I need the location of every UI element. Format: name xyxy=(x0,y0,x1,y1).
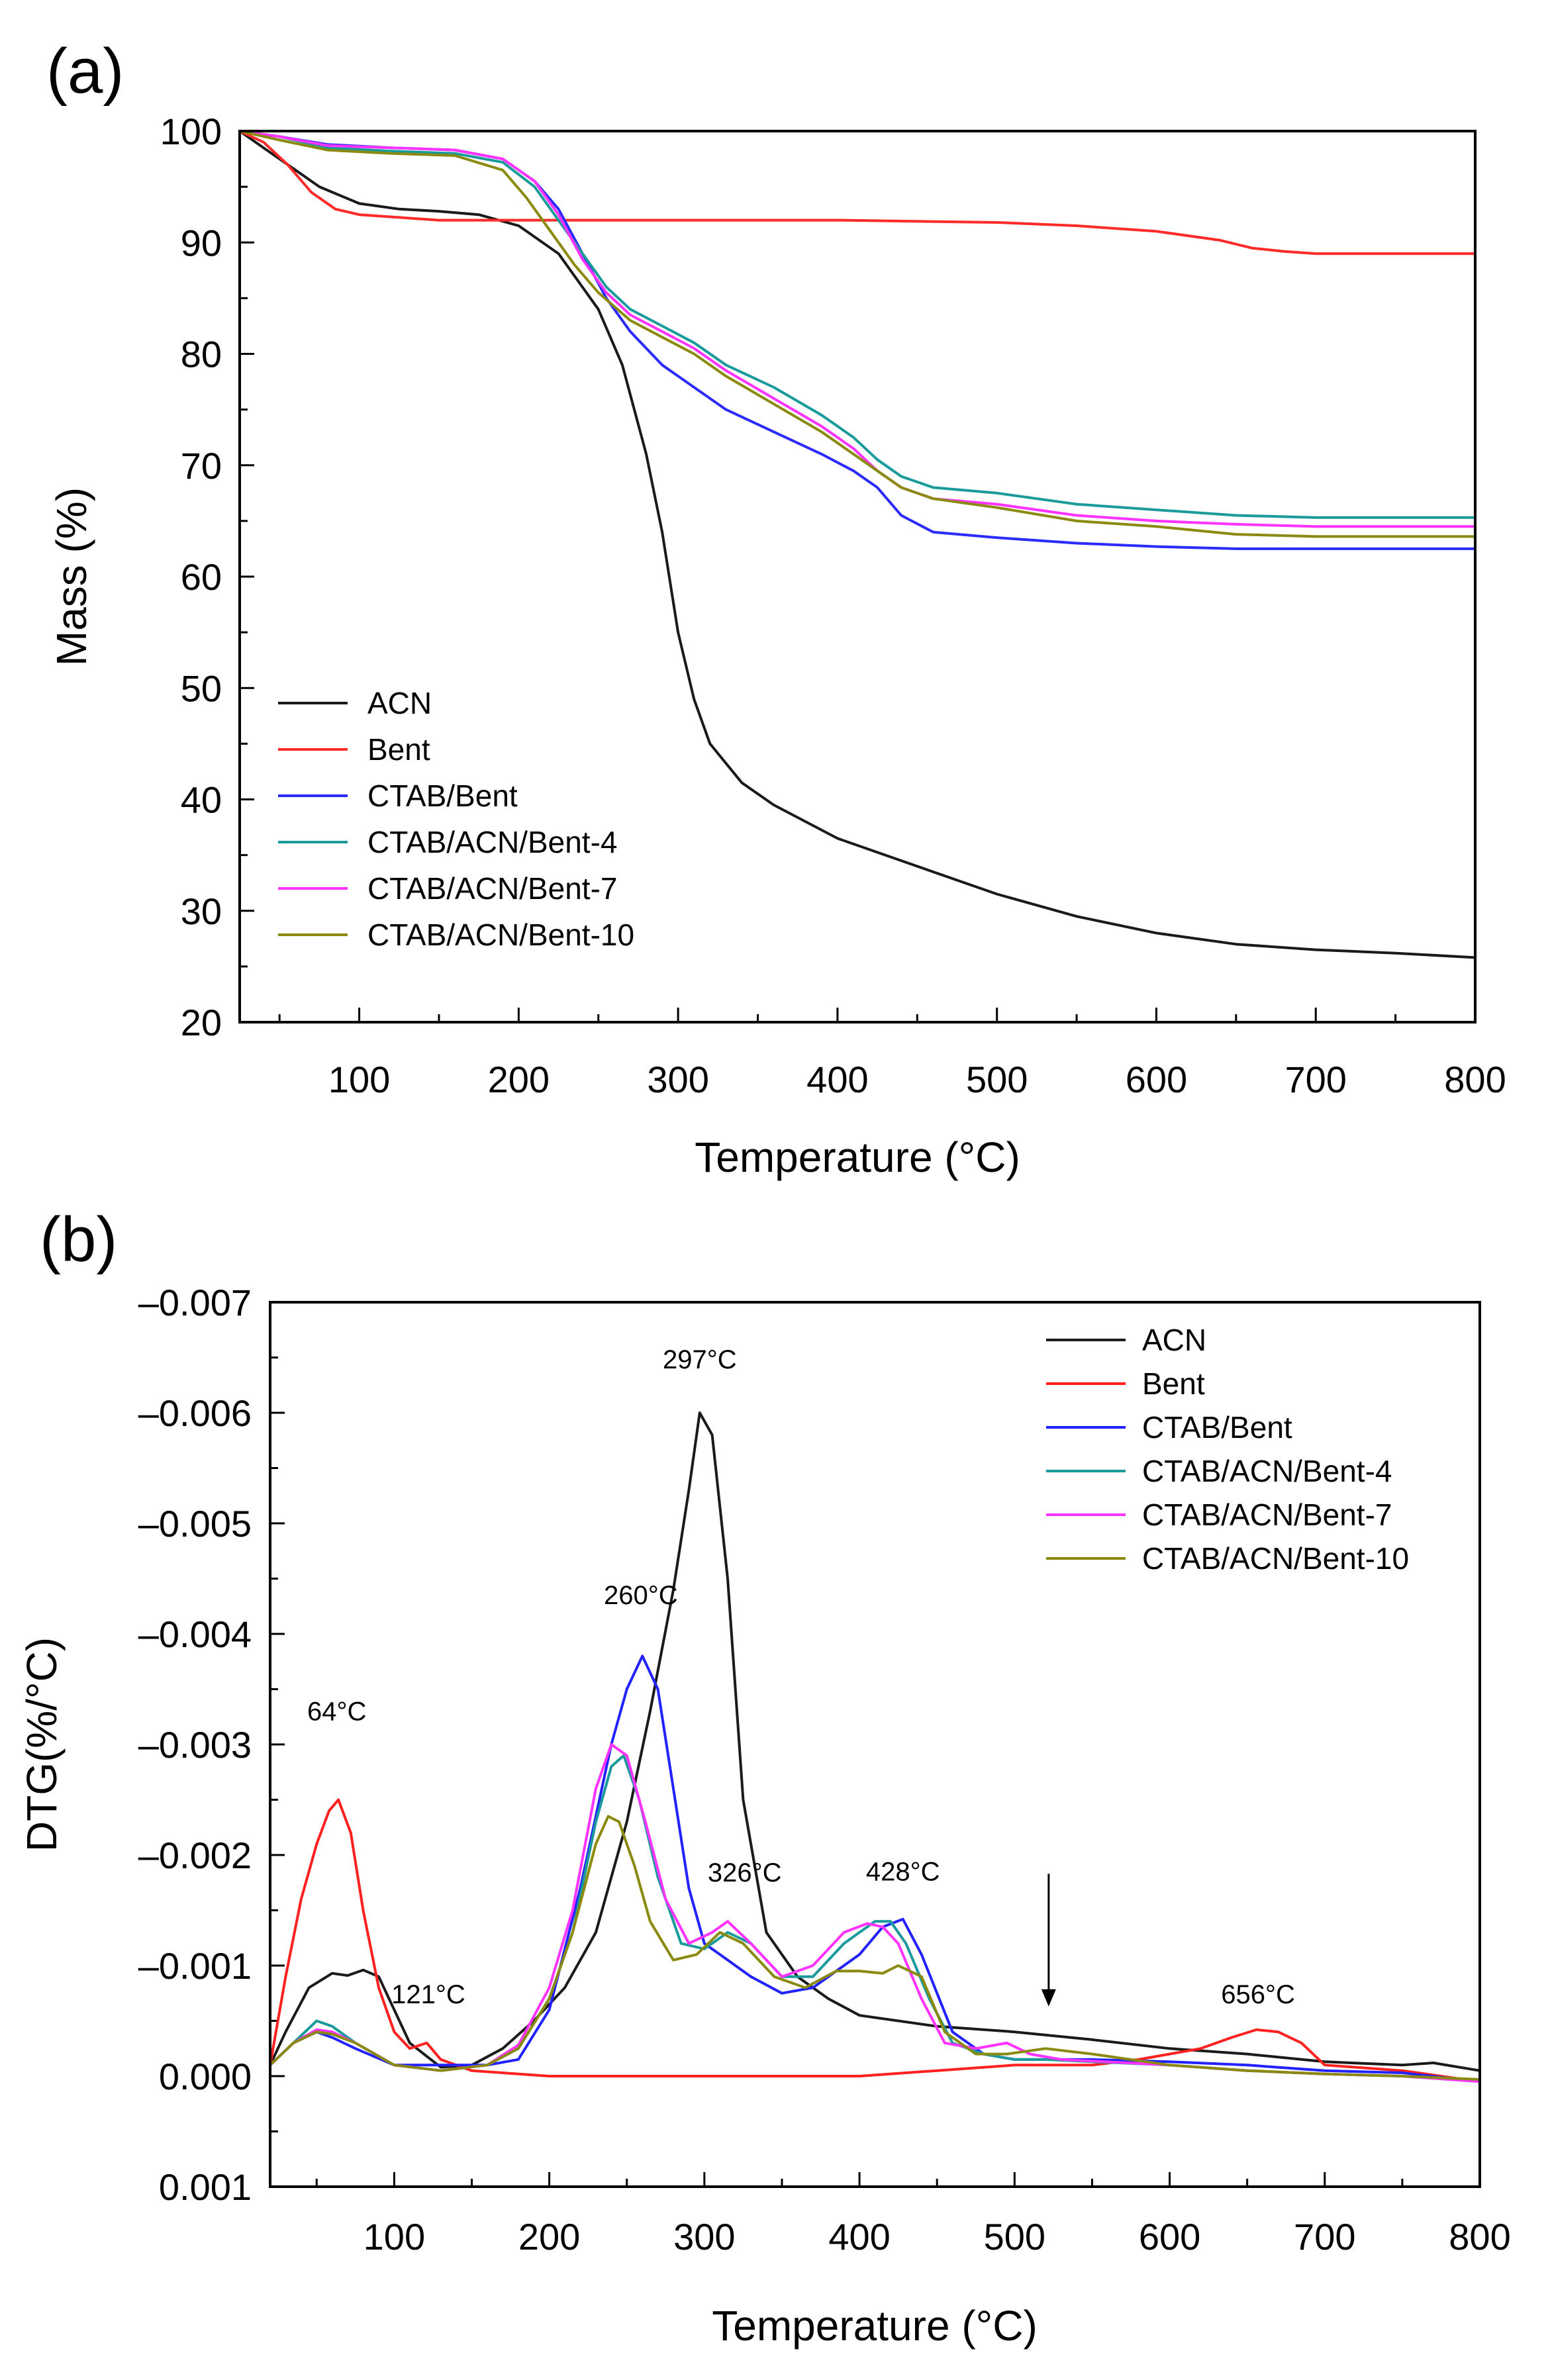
panel-b-x-tick-label: 800 xyxy=(1449,2216,1510,2258)
panel-a-y-axis-title: Mass (%) xyxy=(48,487,95,666)
panel-a-y-tick-label: 40 xyxy=(181,779,222,821)
panel-b-ticks: 100 200 300 400 500 600 700 800 –0.007 –0.006 –0.0… xyxy=(138,1282,1511,2258)
panel-a-x-tick-label: 100 xyxy=(328,1059,390,1100)
panel-b-legend-label-ctab-acn-bent-4: CTAB/ACN/Bent-4 xyxy=(1142,1454,1392,1488)
panel-a-ticks: 100 200 300 400 500 600 700 800 20 30 40 50 60 70 80 90… xyxy=(160,111,1506,1100)
panel-b-series-ctab-acn-bent-4 xyxy=(269,1754,1481,2083)
panel-b-y-tick-label: –0.003 xyxy=(138,1724,252,1766)
peak-label-656-c: 656°C xyxy=(1221,1980,1295,2009)
panel-a-plot-frame xyxy=(238,130,1477,1023)
peak-label-260-c: 260°C xyxy=(604,1581,678,1610)
peak-label-326-c: 326°C xyxy=(708,1858,782,1887)
panel-a-legend: ACN Bent CTAB/Bent CTAB/ACN/Bent-4 CTAB/ACN/… xyxy=(278,686,634,952)
panel-b-legend-label-acn: ACN xyxy=(1142,1323,1206,1357)
panel-a-legend-label-ctab-acn-bent-10: CTAB/ACN/Bent-10 xyxy=(367,918,634,952)
panel-a-x-tick-label: 800 xyxy=(1444,1059,1506,1100)
panel-b-y-tick-label: –0.005 xyxy=(138,1503,252,1545)
panel-a-mass-chart: (a) 100 200 300 400 500 600 700 800 20 30 40 50 60 70… xyxy=(46,36,1506,1181)
panel-b-y-tick-label: 0.000 xyxy=(159,2056,252,2097)
panel-b-legend-label-bent: Bent xyxy=(1142,1366,1205,1401)
panel-b-series-bent xyxy=(269,1798,1481,2083)
panel-b-x-tick-label: 300 xyxy=(673,2216,735,2258)
panel-b-legend-label-ctab-bent: CTAB/Bent xyxy=(1142,1410,1292,1445)
panel-a-legend-label-acn: ACN xyxy=(367,686,432,720)
panel-b-x-tick-label: 200 xyxy=(518,2216,580,2258)
panel-a-x-tick-label: 600 xyxy=(1126,1059,1187,1100)
panel-a-legend-label-bent: Bent xyxy=(367,732,430,767)
panel-b-y-tick-label: 0.001 xyxy=(159,2166,252,2208)
panel-b-x-tick-label: 700 xyxy=(1294,2216,1355,2258)
panel-b-plot-frame xyxy=(269,1301,1481,2188)
panel-a-x-tick-label: 400 xyxy=(806,1059,868,1100)
panel-a-y-tick-label: 50 xyxy=(181,667,222,709)
peak-label-121-c: 121°C xyxy=(391,1980,465,2009)
panel-a-series xyxy=(238,130,1477,959)
panel-b-x-tick-label: 100 xyxy=(363,2216,425,2258)
panel-a-x-tick-label: 700 xyxy=(1285,1059,1347,1100)
panel-a-legend-label-ctab-acn-bent-4: CTAB/ACN/Bent-4 xyxy=(367,825,617,859)
panel-b-y-tick-label: –0.004 xyxy=(138,1613,252,1655)
peak-label-297-c: 297°C xyxy=(663,1345,737,1374)
panel-a-legend-label-ctab-bent: CTAB/Bent xyxy=(367,779,518,813)
panel-a-series-ctab-acn-bent-10 xyxy=(238,130,1477,538)
arrow-down-icon xyxy=(1041,1989,1056,2007)
peak-label-428-c: 428°C xyxy=(866,1857,940,1886)
panel-b-legend-label-ctab-acn-bent-10: CTAB/ACN/Bent-10 xyxy=(1142,1541,1409,1576)
panel-a-y-tick-label: 90 xyxy=(181,222,222,263)
panel-a-x-axis-title: Temperature (°C) xyxy=(695,1133,1020,1181)
panel-b-x-tick-label: 600 xyxy=(1139,2216,1200,2258)
panel-b-annotations: 297°C 260°C 64°C 121°C 326°C 428°C 656°C xyxy=(307,1345,1295,2009)
panel-a-series-acn xyxy=(238,130,1477,959)
panel-b-legend-label-ctab-acn-bent-7: CTAB/ACN/Bent-7 xyxy=(1142,1498,1392,1532)
panel-a-x-tick-label: 200 xyxy=(488,1059,550,1100)
panel-b-series-ctab-acn-bent-7 xyxy=(269,1743,1481,2083)
panel-b-label: (b) xyxy=(40,1204,117,1275)
panel-b-x-tick-label: 400 xyxy=(828,2216,890,2258)
panel-b-y-tick-label: –0.006 xyxy=(138,1392,252,1434)
panel-a-y-tick-label: 60 xyxy=(181,556,222,598)
panel-a-x-tick-label: 300 xyxy=(647,1059,708,1100)
panel-a-y-tick-label: 30 xyxy=(181,890,222,932)
panel-b-series xyxy=(269,1411,1481,2083)
panel-a-series-ctab-bent xyxy=(238,130,1477,550)
panel-a-y-tick-label: 70 xyxy=(181,445,222,487)
panel-b-x-tick-label: 500 xyxy=(984,2216,1045,2258)
panel-b-y-tick-label: –0.007 xyxy=(138,1282,252,1323)
panel-a-x-tick-label: 500 xyxy=(966,1059,1028,1100)
panel-b-y-tick-label: –0.002 xyxy=(138,1834,252,1876)
panel-a-series-ctab-acn-bent-7 xyxy=(238,130,1477,528)
panel-b-y-tick-label: –0.001 xyxy=(138,1945,252,1987)
panel-a-series-bent xyxy=(238,130,1477,256)
panel-a-y-tick-label: 80 xyxy=(181,334,222,375)
panel-a-y-tick-label: 100 xyxy=(160,111,222,152)
panel-a-series-ctab-acn-bent-4 xyxy=(238,130,1477,519)
panel-b-dtg-chart: (b) 100 200 300 400 500 600 700 800 –0.007 –0.006… xyxy=(18,1204,1511,2350)
panel-b-series-ctab-acn-bent-10 xyxy=(269,1815,1481,2081)
panel-a-y-tick-label: 20 xyxy=(181,1002,222,1043)
peak-label-64-c: 64°C xyxy=(307,1697,366,1726)
panel-a-label: (a) xyxy=(46,36,124,107)
panel-a-legend-label-ctab-acn-bent-7: CTAB/ACN/Bent-7 xyxy=(367,871,617,906)
panel-b-y-axis-title: DTG(%/°C) xyxy=(18,1637,66,1852)
panel-b-legend: ACN Bent CTAB/Bent CTAB/ACN/Bent-4 CTAB/ACN/… xyxy=(1046,1323,1409,1576)
panel-b-x-axis-title: Temperature (°C) xyxy=(712,2302,1038,2350)
